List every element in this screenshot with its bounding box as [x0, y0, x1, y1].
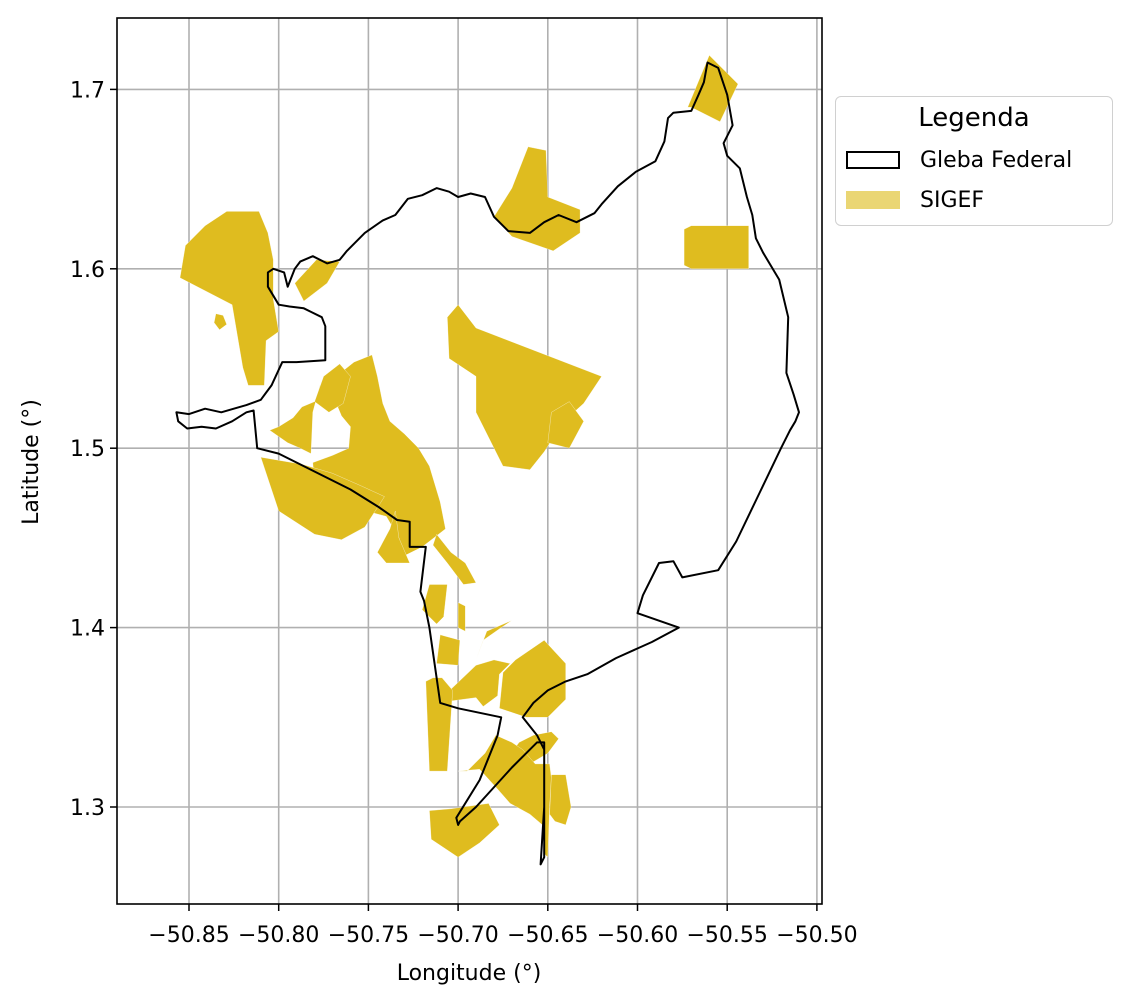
x-tick-label-4: −50.65 [507, 923, 588, 948]
sigef-swatch [846, 191, 900, 209]
x-axis-title: Longitude (°) [397, 961, 542, 986]
x-tick-label-0: −50.85 [148, 923, 229, 948]
sigef-parcel-5 [213, 313, 228, 331]
x-tick-label-3: −50.70 [417, 923, 498, 948]
gleba-federal-outline [175, 61, 800, 866]
sigef-parcel-2 [683, 225, 749, 270]
sigef-parcel-11 [432, 533, 477, 585]
y-tick-label-4: 1.7 [70, 78, 105, 103]
x-tick-label-6: −50.55 [686, 923, 767, 948]
sigef-parcel-22 [429, 803, 500, 858]
axis-ticks: −50.85 −50.80 −50.75 −50.70 −50.65 −50.60 −50.… [70, 78, 858, 948]
legend-item-gleba-federal: Gleba Federal [846, 145, 1072, 175]
x-tick-label-7: −50.50 [776, 923, 857, 948]
sigef-parcel-16 [499, 639, 566, 718]
y-tick-label-1: 1.4 [70, 617, 105, 642]
sigef-parcels [179, 54, 749, 858]
x-tick-label-2: −50.75 [328, 923, 409, 948]
sigef-parcel-12 [421, 584, 448, 625]
sigef-parcel-4 [294, 259, 341, 302]
sigef-parcel-15 [475, 620, 513, 660]
sigef-parcel-18 [425, 677, 453, 772]
x-tick-label-1: −50.80 [238, 923, 319, 948]
sigef-parcel-7 [260, 456, 385, 540]
sigef-parcel-17 [435, 659, 511, 707]
sigef-parcel-3 [179, 211, 279, 386]
x-tick-label-5: −50.60 [597, 923, 678, 948]
y-tick-label-2: 1.5 [70, 437, 105, 462]
y-axis-title: Latitude (°) [19, 399, 44, 525]
legend-label-sigef: SIGEF [920, 187, 985, 213]
y-tick-label-3: 1.6 [70, 258, 105, 283]
sigef-parcel-13 [436, 634, 461, 666]
sigef-parcel-9 [314, 363, 351, 413]
plot-frame [116, 17, 823, 905]
legend-label-gleba-federal: Gleba Federal [920, 147, 1073, 173]
gleba-federal-layer [175, 61, 800, 866]
legend-title: Legenda [918, 103, 1030, 133]
legend-item-sigef: SIGEF [846, 185, 984, 215]
gleba-federal-swatch [846, 151, 900, 169]
sigef-parcel-10 [377, 510, 411, 564]
sigef-parcel-14 [457, 602, 466, 632]
legend: Legenda Gleba Federal SIGEF [835, 96, 1113, 226]
sigef-parcel-6 [312, 354, 446, 557]
sigef-parcel-24 [547, 401, 584, 449]
y-tick-label-0: 1.3 [70, 796, 105, 821]
sigef-parcel-21 [549, 774, 572, 826]
